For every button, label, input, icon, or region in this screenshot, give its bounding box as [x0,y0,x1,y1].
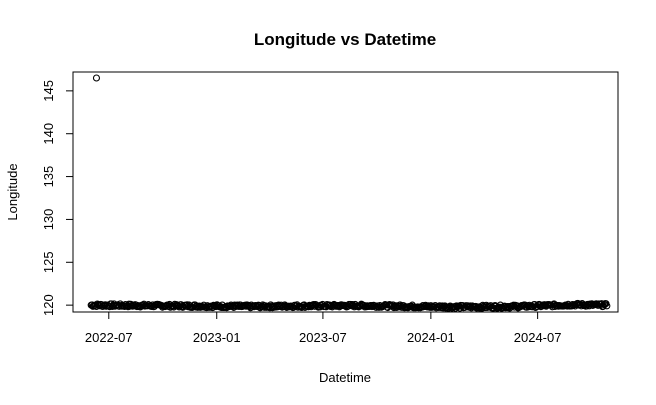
data-point-outlier [92,74,101,82]
x-tick-label: 2022-07 [85,330,133,345]
x-tick-label: 2023-07 [299,330,347,345]
chart-title: Longitude vs Datetime [254,30,436,49]
data-point [390,304,398,312]
x-tick-label: 2024-01 [407,330,455,345]
y-tick-label: 135 [41,166,56,188]
data-points [87,74,611,312]
y-tick-label: 125 [41,251,56,273]
plot-frame [72,71,619,313]
y-axis-label: Longitude [5,163,20,220]
y-tick-label: 145 [41,80,56,102]
y-axis: 120 125 130 135 140 145 [41,80,74,316]
data-point [194,303,202,311]
x-axis-label: Datetime [319,370,371,385]
x-tick-label: 2023-01 [193,330,241,345]
y-tick-label: 120 [41,294,56,316]
data-point [603,302,611,310]
x-axis: 2022-07 2023-01 2023-07 2024-01 2024-07 [85,311,562,345]
y-tick-label: 140 [41,123,56,145]
x-tick-label: 2024-07 [514,330,562,345]
data-point [422,301,430,309]
y-tick-label: 130 [41,209,56,231]
